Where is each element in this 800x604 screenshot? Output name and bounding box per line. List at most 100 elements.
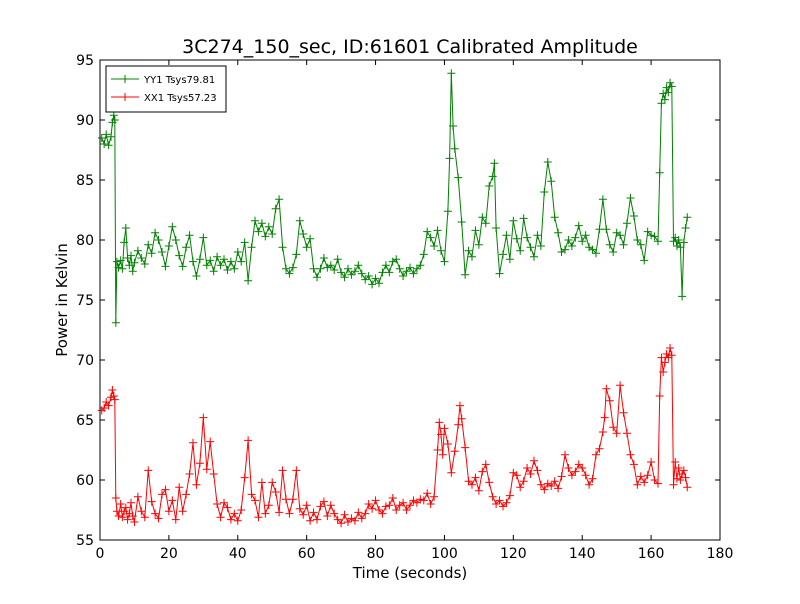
data-point	[220, 255, 228, 264]
x-tick-label: 0	[96, 546, 105, 562]
data-point	[361, 275, 370, 284]
data-point	[536, 480, 545, 489]
data-point	[647, 458, 656, 466]
data-point	[595, 444, 604, 453]
data-point	[440, 257, 449, 266]
data-point	[118, 264, 127, 273]
plot-area	[97, 69, 692, 528]
legend-entry: XX1 Tsys57.23	[111, 93, 217, 104]
y-tick-label: 95	[76, 53, 94, 69]
data-point	[226, 515, 235, 524]
data-point	[550, 477, 559, 486]
data-point	[151, 509, 160, 518]
data-point	[426, 233, 435, 242]
data-point	[612, 429, 621, 438]
data-point	[564, 236, 573, 244]
data-point	[530, 456, 538, 465]
data-point	[309, 264, 318, 273]
data-point	[168, 496, 177, 505]
legend: YY1 Tsys79.81 XX1 Tsys57.23	[105, 65, 227, 113]
data-point	[392, 506, 401, 514]
data-point	[233, 248, 242, 256]
x-tick-label: 120	[500, 546, 527, 562]
series-2	[97, 344, 692, 528]
data-point	[257, 478, 266, 487]
data-point	[144, 240, 153, 249]
data-point	[502, 498, 511, 507]
data-point	[102, 130, 111, 139]
data-point	[409, 269, 418, 278]
data-point	[158, 248, 166, 256]
data-point	[264, 222, 273, 231]
data-point	[445, 154, 454, 163]
data-point	[330, 266, 339, 274]
data-point	[216, 261, 225, 270]
data-point	[471, 226, 480, 235]
data-point	[437, 246, 445, 255]
data-point	[423, 489, 432, 498]
data-point	[340, 273, 349, 282]
data-point	[378, 509, 387, 518]
data-point	[161, 262, 170, 271]
data-point	[600, 413, 609, 422]
data-point	[133, 246, 142, 255]
data-point	[319, 254, 328, 262]
data-point	[247, 490, 256, 499]
data-point	[450, 144, 459, 153]
data-point	[437, 430, 445, 439]
data-point	[571, 467, 580, 476]
data-point	[368, 280, 377, 289]
data-point	[357, 514, 366, 523]
data-point	[116, 256, 125, 265]
data-point	[326, 501, 335, 510]
data-point	[127, 498, 135, 507]
legend-label: XX1 Tsys57.23	[144, 93, 217, 104]
data-point	[561, 245, 569, 254]
data-point	[602, 384, 611, 393]
legend-entry: YY1 Tsys79.81	[111, 75, 215, 86]
data-point	[419, 496, 428, 505]
data-point	[171, 515, 180, 524]
data-point	[557, 472, 566, 481]
data-point	[230, 264, 239, 273]
data-point	[137, 507, 146, 516]
data-point	[540, 188, 549, 196]
data-point	[464, 246, 473, 255]
data-point	[282, 264, 290, 273]
data-point	[602, 225, 611, 234]
data-point	[623, 429, 631, 438]
data-point	[440, 424, 449, 433]
data-point	[461, 270, 470, 279]
data-point	[251, 216, 259, 225]
data-point	[592, 450, 600, 459]
data-point	[175, 483, 184, 492]
data-point	[533, 466, 542, 475]
series-line	[101, 73, 688, 323]
data-point	[104, 401, 113, 410]
data-point	[679, 466, 688, 475]
data-point	[554, 484, 563, 493]
data-point	[419, 250, 428, 259]
data-point	[478, 213, 487, 222]
data-point	[461, 443, 470, 452]
data-point	[502, 231, 511, 240]
data-point	[399, 272, 408, 280]
data-point	[626, 194, 635, 202]
data-point	[192, 272, 201, 280]
data-point	[605, 240, 614, 249]
data-point	[202, 261, 211, 270]
data-point	[340, 510, 349, 519]
data-point	[666, 78, 675, 87]
data-point	[381, 502, 390, 511]
data-point	[220, 498, 228, 507]
data-point	[223, 266, 232, 274]
data-point	[316, 502, 325, 511]
data-point	[629, 460, 638, 469]
data-point	[337, 519, 346, 528]
data-point	[643, 227, 652, 236]
data-point	[616, 231, 625, 240]
data-point	[443, 440, 452, 448]
data-point	[669, 480, 678, 489]
data-point	[121, 503, 130, 512]
data-point	[130, 258, 139, 267]
